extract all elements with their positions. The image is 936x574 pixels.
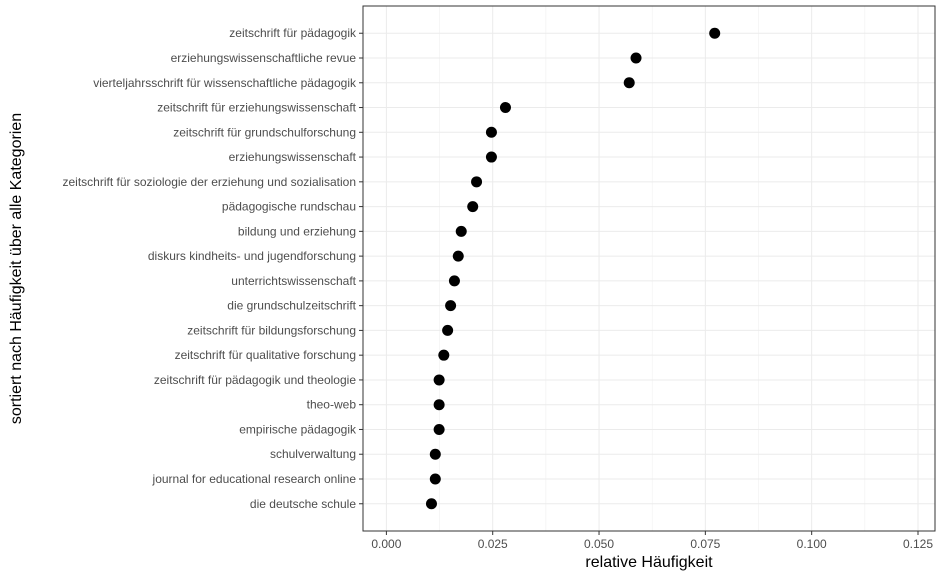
data-point: [425, 498, 437, 510]
y-tick-label: unterrichtswissenschaft: [231, 274, 356, 288]
data-point: [433, 399, 445, 411]
data-point: [429, 473, 441, 485]
grid-minor: [439, 6, 866, 531]
x-axis-tick-labels: 0.000 0.025 0.050 0.075 0.100 0.125: [371, 537, 933, 551]
y-tick-label: die deutsche schule: [250, 497, 356, 511]
y-axis-title: sortiert nach Häufigkeit über alle Kateg…: [8, 113, 25, 424]
data-point: [623, 77, 635, 89]
data-point: [442, 324, 454, 336]
data-point: [485, 151, 497, 163]
y-tick-label: zeitschrift für qualitative forschung: [175, 348, 356, 362]
y-tick-label: zeitschrift für bildungsforschung: [187, 323, 356, 337]
x-tick-label: 0.050: [584, 537, 614, 551]
data-point: [709, 27, 721, 39]
x-axis-title: relative Häufigkeit: [585, 554, 713, 571]
y-tick-label: zeitschrift für erziehungswissenschaft: [157, 101, 356, 115]
data-point: [455, 225, 467, 237]
data-point: [429, 448, 441, 460]
panel-border: [362, 5, 936, 532]
x-tick-label: 0.000: [371, 537, 401, 551]
y-tick-label: zeitschrift für pädagogik und theologie: [154, 373, 356, 387]
x-tick-label: 0.025: [478, 537, 508, 551]
data-point: [499, 102, 511, 114]
y-axis-ticks: [359, 32, 363, 505]
x-tick-label: 0.125: [903, 537, 933, 551]
y-tick-label: erziehungswissenschaft: [229, 150, 357, 164]
x-tick-label: 0.075: [690, 537, 720, 551]
x-tick-label: 0.100: [797, 537, 827, 551]
data-point: [438, 349, 450, 361]
y-tick-label: die grundschulzeitschrift: [227, 299, 356, 313]
data-point: [445, 300, 457, 312]
y-tick-label: erziehungswissenschaftliche revue: [171, 51, 357, 65]
y-tick-label: vierteljahrsschrift für wissenschaftlich…: [93, 76, 357, 90]
data-point: [433, 374, 445, 386]
y-tick-label: bildung und erziehung: [238, 224, 356, 238]
y-tick-label: schulverwaltung: [270, 447, 356, 461]
data-points: [425, 27, 721, 510]
y-tick-label: zeitschrift für grundschulforschung: [173, 125, 356, 139]
data-point: [467, 201, 479, 213]
data-point: [485, 126, 497, 138]
y-tick-label: empirische pädagogik: [239, 422, 357, 436]
y-tick-label: zeitschrift für pädagogik: [229, 26, 357, 40]
y-tick-label: diskurs kindheits- und jugendforschung: [148, 249, 356, 263]
data-point: [471, 176, 483, 188]
y-axis-tick-labels: zeitschrift für pädagogik erziehungswisse…: [63, 26, 357, 511]
y-tick-label: zeitschrift für soziologie der erziehung…: [63, 175, 357, 189]
x-axis-ticks: [385, 531, 919, 535]
grid-major: [363, 6, 935, 531]
y-tick-label: pädagogische rundschau: [222, 200, 356, 214]
y-tick-label: theo-web: [307, 398, 357, 412]
data-point: [452, 250, 464, 262]
y-tick-label: journal for educational research online: [152, 472, 357, 486]
data-point: [448, 275, 460, 287]
data-point: [433, 423, 445, 435]
data-point: [630, 52, 642, 64]
